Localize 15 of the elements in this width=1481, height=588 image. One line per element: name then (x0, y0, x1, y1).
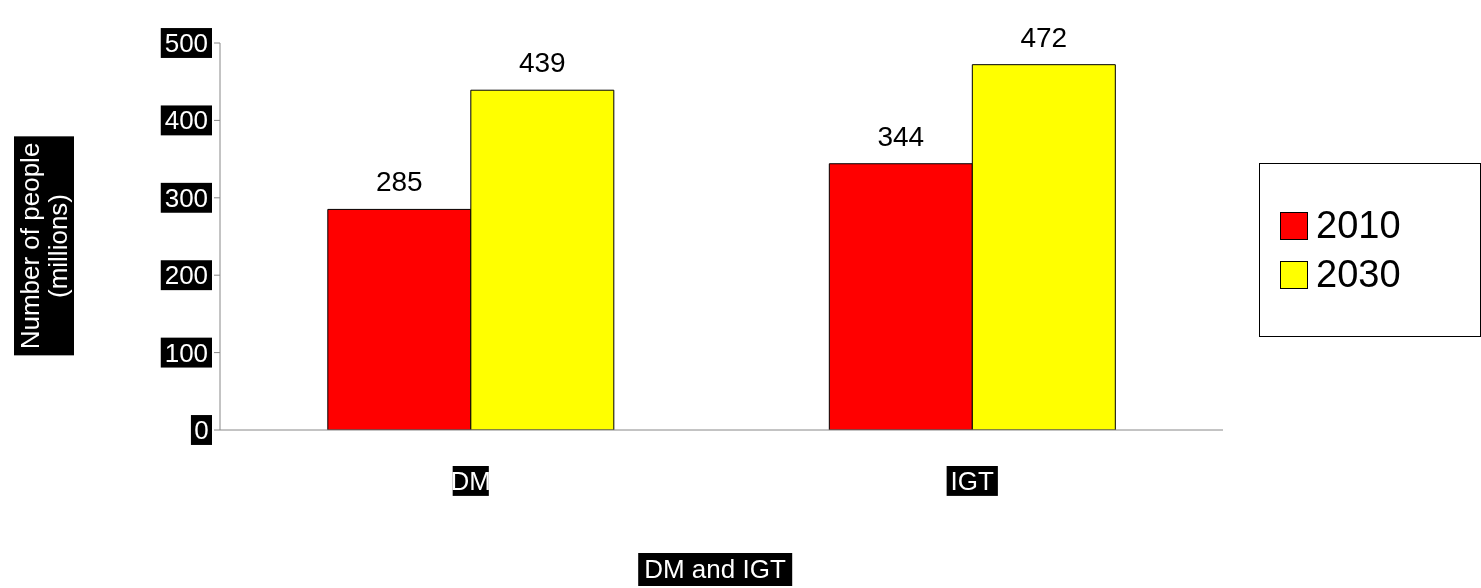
data-label: 439 (518, 47, 566, 79)
legend-label: 2010 (1316, 204, 1401, 247)
legend-label: 2030 (1316, 253, 1401, 296)
y-tick-label: 200 (164, 260, 209, 291)
y-tick-label: 300 (164, 182, 209, 213)
y-axis-title: Number of people (millions) (15, 142, 73, 350)
x-tick-label: IGT (950, 465, 995, 496)
data-label: 285 (375, 166, 423, 198)
y-tick-label: 500 (164, 28, 209, 58)
data-label: 344 (877, 120, 925, 152)
y-tick-label: 100 (164, 337, 209, 368)
x-axis-title: DM and IGT (638, 553, 792, 586)
y-tick-label: 400 (164, 105, 209, 136)
data-label: 472 (1020, 21, 1068, 53)
y-tick-label: 0 (194, 415, 209, 445)
